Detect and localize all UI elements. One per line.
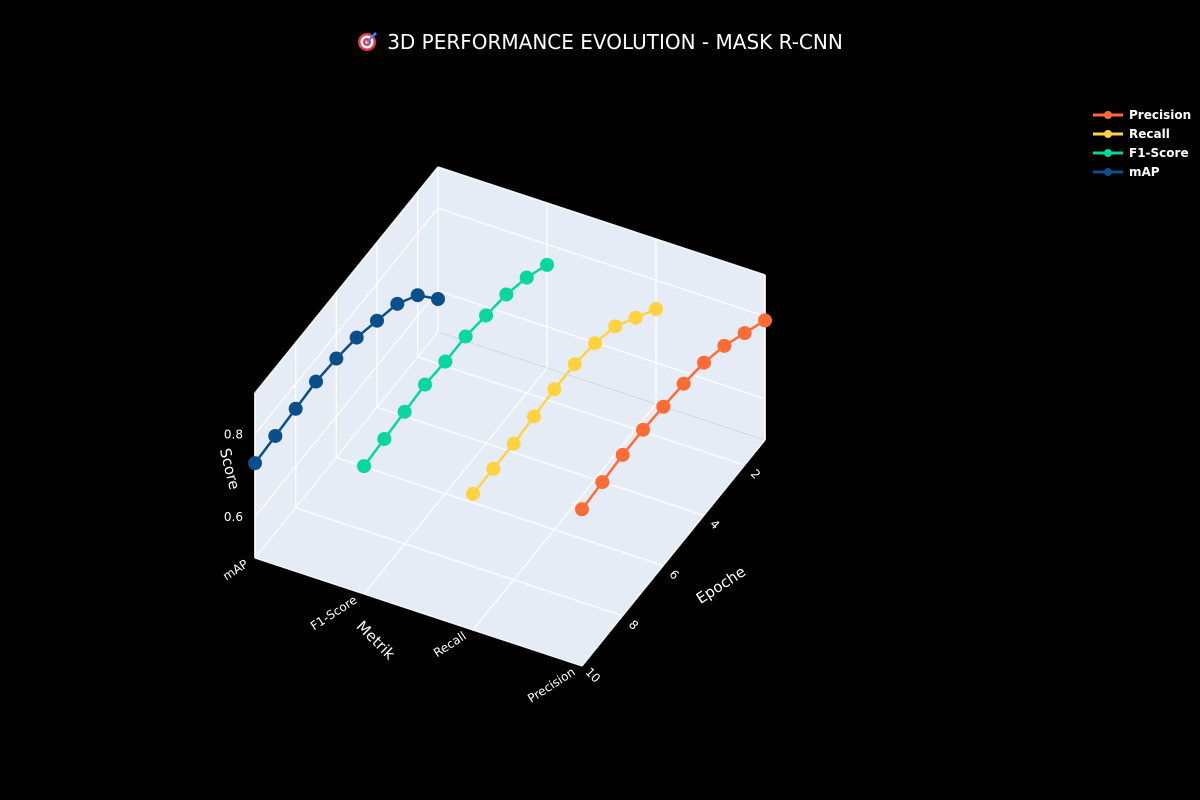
legend-item-recall[interactable]: Recall — [1092, 124, 1191, 143]
data-point-f1-score — [499, 287, 514, 302]
y-axis-title: Metrik — [353, 617, 399, 663]
data-point-precision — [676, 376, 691, 391]
x-tick-label: 6 — [667, 567, 682, 582]
data-point-precision — [717, 338, 732, 353]
data-point-recall — [506, 436, 521, 451]
legend-item-map[interactable]: mAP — [1092, 162, 1191, 181]
target-icon — [358, 32, 378, 51]
data-point-precision — [595, 475, 610, 490]
floor-gridline-epoch — [336, 456, 664, 567]
data-point-map — [309, 374, 323, 389]
legend-label-map: mAP — [1129, 164, 1160, 179]
y-tick-label: F1-Score — [308, 593, 360, 633]
floor-gridline-epoch — [254, 557, 583, 667]
data-point-recall — [527, 409, 541, 424]
legend-swatch-marker — [1104, 129, 1112, 138]
legend-label-precision: Precision — [1129, 107, 1192, 122]
x-tick-label: 2 — [748, 467, 763, 482]
data-point-recall — [588, 336, 602, 351]
floor-gridline-metric — [472, 403, 657, 631]
floor-gridline-metric — [363, 367, 548, 595]
data-point-map — [431, 292, 445, 306]
floor-plane — [255, 332, 765, 666]
wall-edge — [437, 166, 766, 276]
legend-swatch-marker — [1104, 148, 1112, 157]
wall-gridline-score — [254, 207, 439, 435]
data-point-recall — [628, 310, 643, 325]
legend-swatch-marker — [1104, 110, 1112, 119]
x-tick-label: 8 — [626, 617, 641, 632]
wall-edge — [254, 166, 439, 394]
data-point-f1-score — [519, 270, 534, 285]
data-point-recall — [608, 319, 623, 334]
data-point-f1-score — [458, 329, 473, 344]
data-point-recall — [567, 357, 582, 372]
y-tick-label: mAP — [220, 557, 250, 584]
scene-grid — [254, 166, 766, 667]
legend-swatch-f1-score — [1093, 148, 1123, 157]
x-axis-title: Epoche — [693, 562, 749, 607]
series-line-map — [253, 293, 439, 464]
data-point-map — [390, 296, 405, 311]
data-point-map — [329, 351, 344, 366]
data-point-recall — [486, 461, 501, 476]
data-point-precision — [656, 399, 671, 414]
floor-gridline-epoch — [417, 356, 745, 466]
y-tick-label: Precision — [525, 665, 578, 706]
data-point-f1-score — [377, 431, 392, 446]
chart-title: 3D PERFORMANCE EVOLUTION - MASK R-CNN — [0, 30, 1200, 54]
data-point-recall — [547, 382, 562, 397]
legend-swatch-precision — [1093, 110, 1123, 119]
data-point-precision — [697, 355, 711, 370]
data-point-f1-score — [438, 354, 453, 369]
data-point-f1-score — [479, 308, 493, 323]
chart-title-text: 3D PERFORMANCE EVOLUTION - MASK R-CNN — [387, 30, 843, 54]
legend: Precision Recall F1-Score mAP — [1092, 105, 1191, 181]
z-tick-label: 0.6 — [224, 510, 243, 524]
series-line-precision — [580, 319, 766, 510]
legend-item-f1-score[interactable]: F1-Score — [1092, 143, 1191, 162]
data-point-recall — [466, 486, 480, 501]
floor-gridline-metric — [581, 439, 766, 667]
legend-item-precision[interactable]: Precision — [1092, 105, 1191, 124]
data-point-map — [370, 313, 384, 328]
data-point-f1-score — [397, 404, 412, 419]
data-point-map — [268, 428, 283, 443]
floor-gridline-epoch — [376, 406, 705, 516]
legend-swatch-recall — [1093, 129, 1123, 138]
x-tick-label: 10 — [582, 665, 603, 686]
data-point-map — [288, 401, 303, 416]
data-point-precision — [575, 502, 589, 517]
legend-swatch-marker — [1104, 167, 1112, 176]
data-point-map — [349, 330, 364, 345]
data-point-precision — [615, 447, 630, 462]
data-point-f1-score — [418, 377, 432, 392]
floor-gridline-epoch — [295, 507, 623, 617]
data-series — [248, 257, 772, 517]
series-line-recall — [472, 307, 657, 495]
series-line-f1-score — [362, 263, 548, 467]
data-point-f1-score — [357, 459, 371, 474]
data-point-map — [410, 288, 425, 303]
legend-label-recall: Recall — [1129, 126, 1170, 141]
data-point-f1-score — [540, 257, 554, 272]
x-tick-label: 4 — [707, 517, 722, 532]
z-axis-title: Score — [216, 446, 244, 491]
data-point-precision — [758, 313, 772, 328]
y-tick-label: Recall — [431, 629, 469, 660]
data-point-recall — [649, 302, 663, 317]
data-point-precision — [636, 422, 650, 437]
floor-gridline-metric — [254, 331, 439, 559]
data-point-precision — [737, 326, 752, 341]
wall-gridline-score — [254, 290, 439, 518]
z-tick-label: 0.8 — [224, 427, 243, 441]
legend-swatch-map — [1093, 167, 1123, 176]
data-point-map — [248, 456, 262, 471]
wall-gridline-score — [437, 207, 766, 317]
legend-label-f1-score: F1-Score — [1129, 145, 1189, 160]
